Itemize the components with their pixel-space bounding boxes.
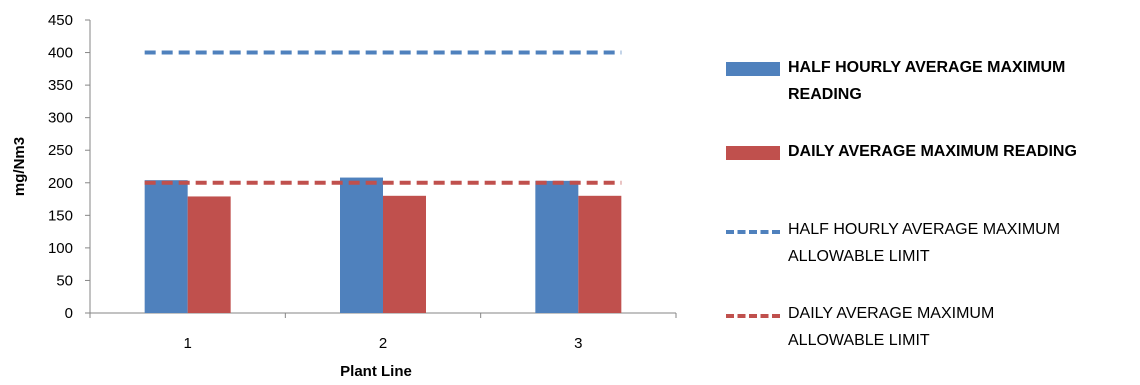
legend-label: DAILY AVERAGE MAXIMUM ALLOWABLE LIMIT (788, 305, 995, 349)
chart: 0 50 100 150 200 250 300 350 400 450 1 2 3 mg/Nm3 P… (11, 12, 677, 380)
legend-item-half-hourly-reading: HALF HOURLY AVERAGE MAXIMUM READING (726, 58, 1128, 108)
bar (187, 196, 231, 313)
bar (578, 195, 622, 313)
y-tick-label: 0 (65, 305, 73, 322)
legend-swatch-blue-dashed (726, 230, 780, 234)
legend-item-daily-limit: DAILY AVERAGE MAXIMUM ALLOWABLE LIMIT (726, 304, 1068, 354)
y-tick-label: 100 (48, 240, 73, 257)
bars (144, 177, 622, 313)
y-tick-label: 150 (48, 207, 73, 224)
y-tick-label: 450 (48, 12, 73, 29)
y-tick-label: 300 (48, 110, 73, 127)
y-axis-title: mg/Nm3 (11, 137, 28, 196)
bar (383, 195, 426, 313)
y-tick-label: 50 (56, 272, 73, 289)
x-tick-label: 2 (379, 335, 387, 352)
x-axis-title: Plant Line (340, 363, 412, 380)
y-tick-label: 350 (48, 77, 73, 94)
x-tick-label: 3 (574, 335, 582, 352)
x-axis-ticks: 1 2 3 (89, 313, 677, 352)
bar (340, 177, 383, 313)
legend-swatch-red-bar (726, 146, 780, 160)
legend: HALF HOURLY AVERAGE MAXIMUM READING DAIL… (726, 0, 1140, 385)
y-axis-ticks: 0 50 100 150 200 250 300 350 400 450 (48, 12, 90, 322)
legend-swatch-blue-bar (726, 62, 780, 76)
legend-label: DAILY AVERAGE MAXIMUM READING (788, 143, 1077, 160)
limit-lines (144, 50, 622, 185)
y-tick-label: 250 (48, 142, 73, 159)
legend-label: HALF HOURLY AVERAGE MAXIMUM ALLOWABLE LI… (788, 221, 1061, 265)
legend-item-half-hourly-limit: HALF HOURLY AVERAGE MAXIMUM ALLOWABLE LI… (726, 220, 1128, 270)
x-tick-label: 1 (183, 335, 191, 352)
legend-item-daily-reading: DAILY AVERAGE MAXIMUM READING (726, 142, 1140, 165)
bar (144, 180, 188, 313)
bar (535, 180, 579, 313)
y-tick-label: 400 (48, 45, 73, 62)
legend-swatch-red-dashed (726, 314, 780, 318)
y-tick-label: 200 (48, 175, 73, 192)
legend-label: HALF HOURLY AVERAGE MAXIMUM READING (788, 59, 1066, 103)
